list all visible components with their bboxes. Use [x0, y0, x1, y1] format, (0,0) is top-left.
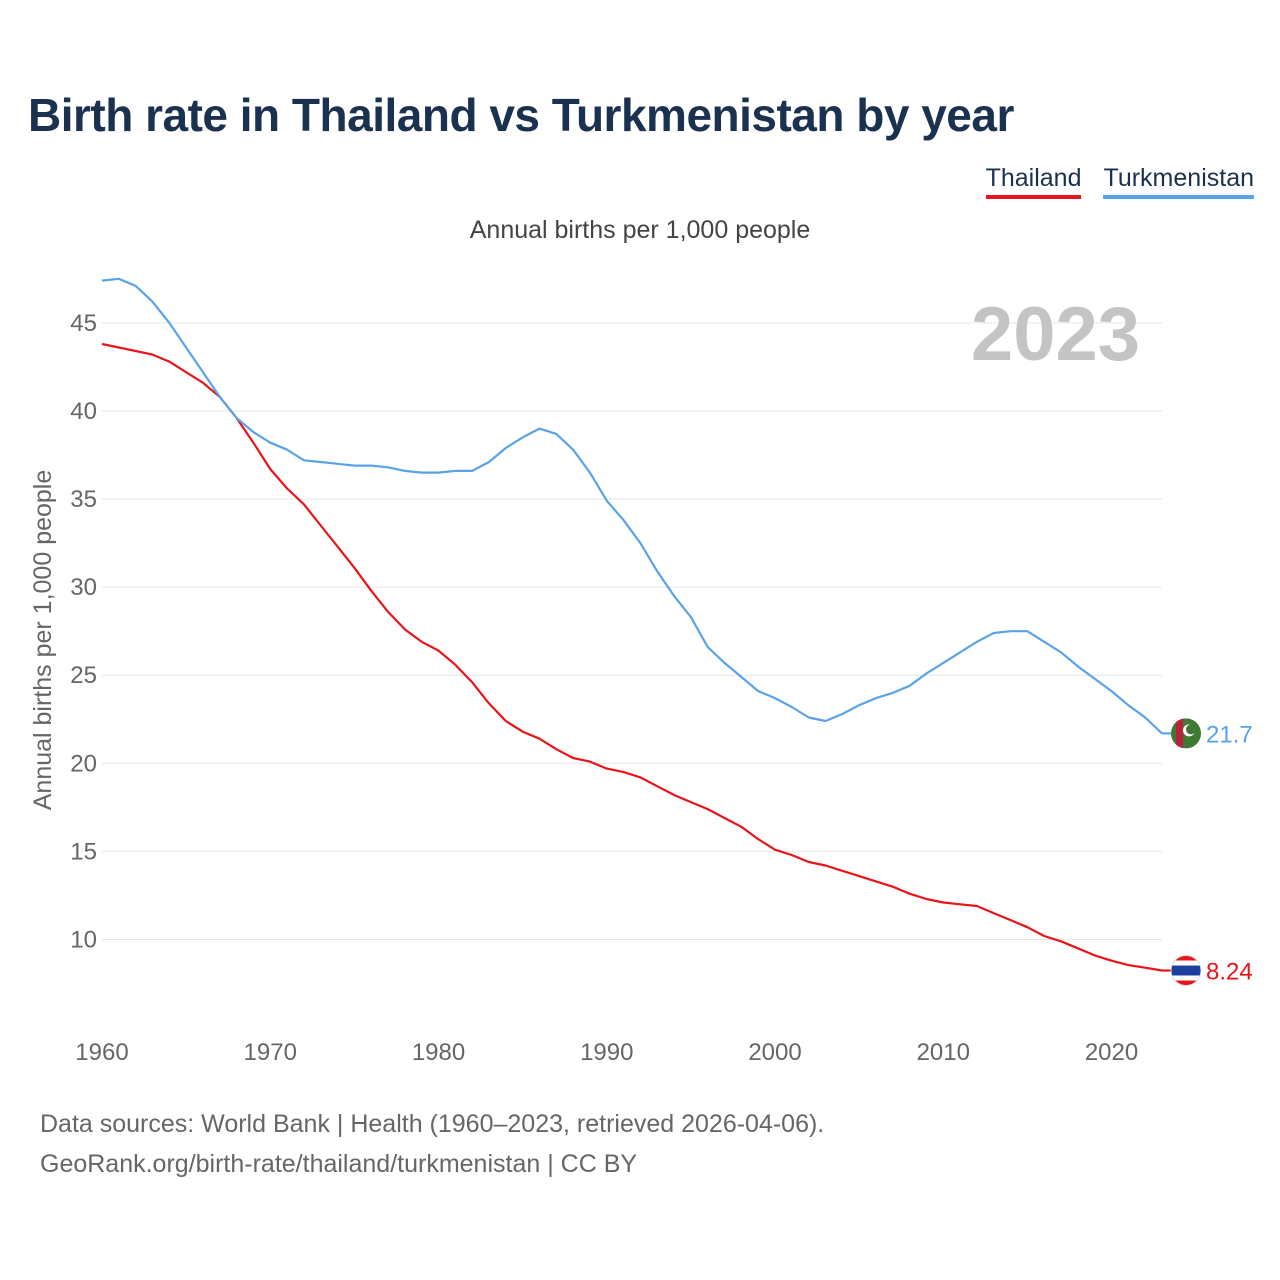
data-sources-text: Data sources: World Bank | Health (1960–… [40, 1110, 825, 1138]
thailand-flag-icon [1171, 955, 1201, 986]
x-tick-label-1980: 1980 [412, 1039, 465, 1066]
y-tick-label-20: 20 [70, 750, 97, 777]
y-axis-label: Annual births per 1,000 people [29, 470, 57, 811]
line-chart: 10 15 20 25 30 35 40 45 1960 1970 1980 1990 2000 2010… [29, 277, 1253, 1066]
chart-subtitle: Annual births per 1,000 people [469, 216, 811, 244]
end-value-label-turkmenistan: 21.7 [1206, 721, 1253, 748]
year-watermark: 2023 [971, 292, 1140, 377]
x-tick-label-1990: 1990 [580, 1039, 633, 1066]
x-tick-label-2010: 2010 [917, 1039, 970, 1066]
footer: Data sources: World Bank | Health (1960–… [40, 1104, 824, 1184]
turkmenistan-flag-icon [1171, 718, 1201, 749]
series-line-thailand [101, 342, 1163, 972]
y-tick-label-35: 35 [70, 486, 97, 513]
x-tick-label-2020: 2020 [1085, 1039, 1138, 1066]
x-tick-label-2000: 2000 [748, 1039, 801, 1066]
chart-title: Birth rate in Thailand vs Turkmenistan b… [28, 89, 1014, 141]
y-tick-label-30: 30 [70, 574, 97, 601]
legend: Thailand Turkmenistan [985, 164, 1254, 199]
legend-item-thailand[interactable]: Thailand [985, 164, 1082, 199]
end-value-label-thailand: 8.24 [1206, 959, 1253, 986]
y-tick-label-40: 40 [70, 398, 97, 425]
y-tick-label-45: 45 [70, 310, 97, 337]
legend-item-turkmenistan[interactable]: Turkmenistan [1103, 164, 1254, 199]
y-tick-label-15: 15 [70, 838, 97, 865]
x-tick-label-1960: 1960 [75, 1039, 128, 1066]
y-tick-label-25: 25 [70, 662, 97, 689]
x-tick-label-1970: 1970 [244, 1039, 297, 1066]
source-url-text: GeoRank.org/birth-rate/thailand/turkmeni… [40, 1150, 638, 1178]
series-line-turkmenistan [101, 277, 1163, 735]
thailand-flag-border [1170, 955, 1202, 987]
y-tick-label-10: 10 [70, 927, 97, 954]
